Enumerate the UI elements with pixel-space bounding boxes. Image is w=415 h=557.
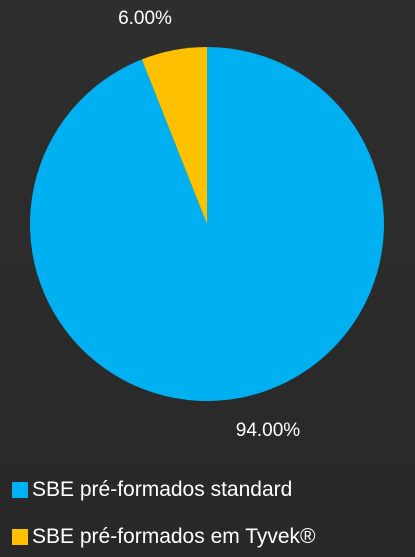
legend-item-standard: SBE pré-formados standard <box>12 476 292 504</box>
data-label-tyvek: 6.00% <box>118 8 172 29</box>
legend-swatch-tyvek <box>12 529 28 545</box>
legend-label-standard: SBE pré-formados standard <box>32 478 293 501</box>
legend-label-tyvek: SBE pré-formados em Tyvek® <box>32 525 316 548</box>
data-label-standard: 94.00% <box>236 420 301 441</box>
pie-slices <box>29 47 384 401</box>
legend-item-tyvek: SBE pré-formados em Tyvek® <box>12 523 316 551</box>
pie-chart: 94.00% 6.00% <box>29 8 384 441</box>
legend-swatch-standard <box>12 482 28 498</box>
pie-slice-standard <box>29 47 384 401</box>
pie-slice-tyvek <box>141 47 207 224</box>
